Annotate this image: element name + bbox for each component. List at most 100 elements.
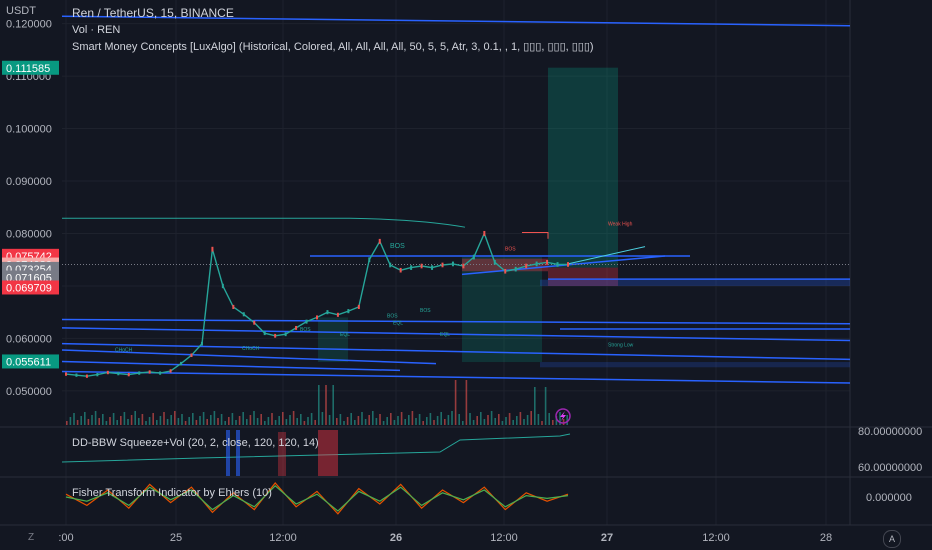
volume-bar xyxy=(364,419,367,425)
trend-line xyxy=(61,15,851,27)
volume-bar xyxy=(476,416,478,425)
trend-line xyxy=(61,349,437,365)
volume-bar xyxy=(541,421,543,425)
volume-bar xyxy=(213,411,216,425)
time-tick: 25 xyxy=(170,532,182,544)
symbol-title[interactable]: Ren / TetherUS, 15, BINANCE xyxy=(72,6,234,20)
annotation-label: BOS xyxy=(387,313,398,319)
volume-bar xyxy=(264,421,266,425)
volume-bar xyxy=(526,415,529,425)
volume-bar xyxy=(444,419,446,425)
volume-bar xyxy=(156,420,158,425)
volume-bar xyxy=(134,411,136,425)
volume-bar xyxy=(447,415,450,425)
volume-bar xyxy=(530,411,532,425)
volume-bar xyxy=(318,385,320,425)
volume-bar xyxy=(274,420,277,425)
squeeze-bar xyxy=(318,430,338,476)
volume-bar xyxy=(314,420,316,425)
volume-bar xyxy=(343,421,345,425)
volume-bar xyxy=(177,418,180,425)
smc-legend[interactable]: Smart Money Concepts [LuxAlgo] (Historic… xyxy=(72,41,594,53)
volume-bar xyxy=(87,419,90,425)
volume-bar xyxy=(368,415,370,425)
auto-scale-button[interactable]: A xyxy=(883,530,901,548)
price-label: 0.111585 xyxy=(6,63,50,75)
volume-bar xyxy=(199,416,201,425)
annotation-label: CHoCH xyxy=(115,348,133,354)
volume-bar xyxy=(278,416,280,425)
time-tick: 27 xyxy=(601,532,613,544)
volume-bar xyxy=(202,412,205,425)
fisher-legend[interactable]: Fisher Transform Indicator by Ehlers (10… xyxy=(72,487,272,499)
volume-bar xyxy=(325,385,327,425)
volume-bar xyxy=(350,413,352,425)
fisher-green-line xyxy=(65,484,569,512)
bbw-line xyxy=(61,433,571,463)
volume-bar xyxy=(210,415,212,425)
volume-bar xyxy=(404,419,406,425)
time-tick: 12:00 xyxy=(490,532,518,544)
volume-bar xyxy=(105,421,108,425)
time-tick: 28 xyxy=(820,532,832,544)
time-axis[interactable]: :00 25 12:00 26 12:00 27 12:00 28 xyxy=(58,532,832,544)
volume-bar xyxy=(483,419,486,425)
trend-line xyxy=(61,342,851,361)
volume-bar xyxy=(235,420,237,425)
volume-bar xyxy=(192,413,194,425)
volume-bar xyxy=(454,380,457,425)
volume-bar xyxy=(163,412,165,425)
volume-bar xyxy=(310,413,313,425)
volume-bar xyxy=(238,416,241,425)
squeeze-bar xyxy=(226,430,230,476)
volume-bar xyxy=(76,420,79,425)
fisher-tick: 0.000000 xyxy=(866,492,912,504)
volume-bar xyxy=(436,416,439,425)
z-icon[interactable]: Z xyxy=(28,532,35,543)
time-tick: 26 xyxy=(390,532,402,544)
volume-bar xyxy=(228,417,230,425)
volume-bar xyxy=(220,414,223,425)
volume-bar xyxy=(98,418,100,425)
order-block-2 xyxy=(540,362,850,368)
bbw-legend[interactable]: DD-BBW Squeeze+Vol (20, 2, close, 120, 1… xyxy=(72,437,319,449)
volume-bar xyxy=(379,414,381,425)
annotation-label: Weak High xyxy=(608,222,633,228)
volume-bar xyxy=(84,412,86,425)
indicator-panes: 80.00000000 60.00000000 0.000000 xyxy=(61,408,922,515)
ma-line xyxy=(62,217,466,228)
volume-bar xyxy=(166,419,169,425)
price-tick: 0.100000 xyxy=(6,124,52,136)
price-label-bg xyxy=(2,354,59,369)
squeeze-bar xyxy=(278,432,286,476)
volume-bar xyxy=(451,411,453,425)
volume-bar xyxy=(328,415,331,425)
volume-bar xyxy=(112,413,115,425)
volume-bar xyxy=(544,387,547,425)
annotation-label: BOS xyxy=(300,327,311,333)
volume-bar xyxy=(357,416,360,425)
time-tick: 12:00 xyxy=(702,532,730,544)
volume-bar xyxy=(433,420,435,425)
volume-bar xyxy=(127,419,129,425)
volume-bar xyxy=(512,420,514,425)
trend-line xyxy=(61,327,851,342)
volume-bar xyxy=(296,418,298,425)
volume-bar xyxy=(523,419,525,425)
volume-bar xyxy=(361,412,363,425)
trend-line xyxy=(61,318,851,325)
volume-bar xyxy=(462,421,464,425)
volume-bar xyxy=(148,417,151,425)
volume-bar xyxy=(411,411,414,425)
volume-legend[interactable]: Vol · REN xyxy=(72,24,121,36)
volume-bar xyxy=(501,421,504,425)
price-axis[interactable]: 0.0500000.0600000.0700000.0800000.090000… xyxy=(2,19,59,398)
volume-bar xyxy=(242,412,244,425)
volume-bar xyxy=(80,416,82,425)
profit-zone xyxy=(548,67,618,268)
volume-bar xyxy=(480,412,482,425)
volume-bar xyxy=(562,419,565,425)
volume-bar xyxy=(490,411,493,425)
order-block xyxy=(540,279,850,286)
